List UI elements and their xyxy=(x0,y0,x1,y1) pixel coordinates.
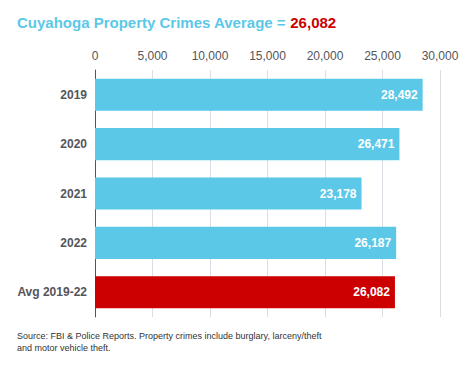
svg-text:2021: 2021 xyxy=(60,187,87,201)
svg-text:25,000: 25,000 xyxy=(364,49,401,63)
svg-text:15,000: 15,000 xyxy=(249,49,286,63)
svg-text:30,000: 30,000 xyxy=(422,49,459,63)
svg-text:23,178: 23,178 xyxy=(320,187,357,201)
svg-text:26,082: 26,082 xyxy=(353,285,390,299)
svg-text:28,492: 28,492 xyxy=(381,88,418,102)
svg-text:26,082: 26,082 xyxy=(290,14,336,31)
svg-text:0: 0 xyxy=(92,49,99,63)
svg-text:10,000: 10,000 xyxy=(192,49,229,63)
svg-text:Source: FBI & Police Reports.: Source: FBI & Police Reports. Property c… xyxy=(17,331,322,341)
svg-text:Avg 2019-22: Avg 2019-22 xyxy=(17,285,87,299)
svg-text:26,471: 26,471 xyxy=(358,137,395,151)
svg-text:5,000: 5,000 xyxy=(137,49,167,63)
svg-text:and motor vehicle theft.: and motor vehicle theft. xyxy=(17,343,111,353)
svg-text:20,000: 20,000 xyxy=(307,49,344,63)
svg-text:Cuyahoga Property Crimes Avera: Cuyahoga Property Crimes Average = xyxy=(17,14,290,31)
svg-text:26,187: 26,187 xyxy=(354,236,391,250)
svg-text:2022: 2022 xyxy=(60,236,87,250)
svg-text:2020: 2020 xyxy=(60,137,87,151)
svg-text:2019: 2019 xyxy=(60,88,87,102)
